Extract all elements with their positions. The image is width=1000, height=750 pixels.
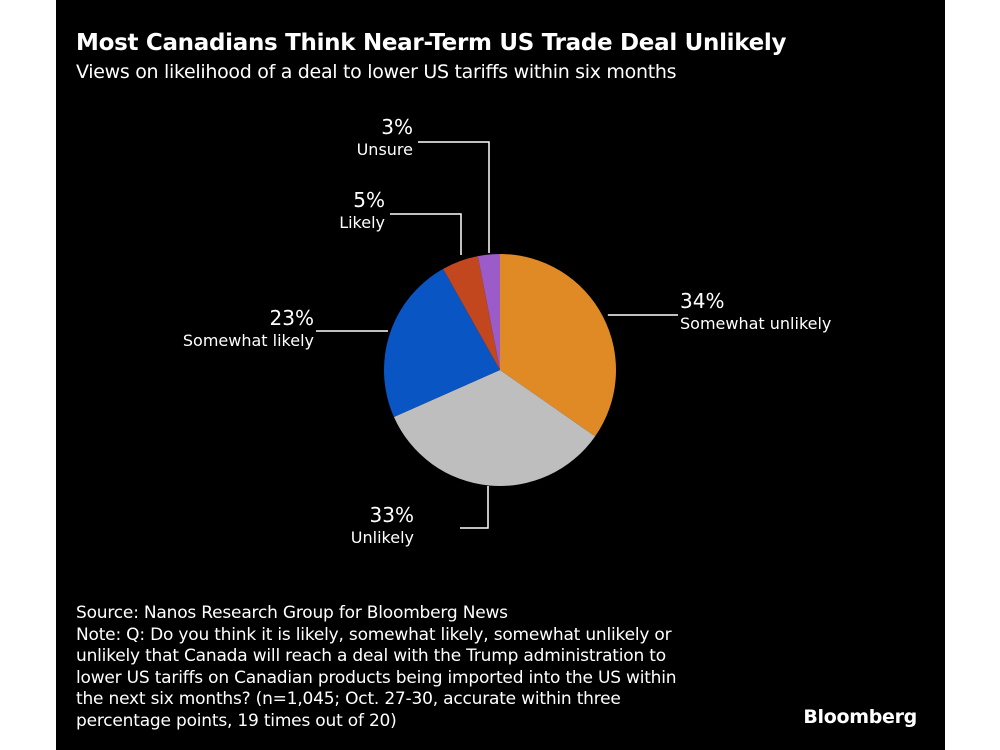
pie-slice-somewhat-unlikely — [500, 254, 616, 437]
leader-line — [390, 213, 462, 255]
pie-slices — [384, 254, 616, 486]
chart-subtitle: Views on likelihood of a deal to lower U… — [76, 61, 677, 83]
note-line: Note: Q: Do you think it is likely, some… — [76, 624, 672, 645]
note-line: lower US tariffs on Canadian products be… — [76, 667, 677, 688]
slice-value-label: 33% — [370, 503, 414, 527]
chart-title: Most Canadians Think Near-Term US Trade … — [76, 30, 787, 56]
slice-category-label: Unlikely — [351, 528, 414, 547]
note-line: the next six months? (n=1,045; Oct. 27-3… — [76, 689, 621, 709]
pie-slice-somewhat-likely — [384, 268, 500, 417]
leader-line — [418, 141, 490, 253]
slice-labels: 34%Somewhat unlikely 33%Unlikely 23%Somewh… — [183, 115, 832, 547]
slice-value-label: 5% — [353, 188, 385, 212]
pie-slice-unsure — [477, 254, 500, 370]
slice-category-label: Likely — [339, 213, 385, 232]
slice-value-label: 34% — [680, 289, 724, 313]
pie-slice-likely — [443, 256, 500, 370]
leader-line — [460, 486, 489, 529]
note-line: percentage points, 19 times out of 20) — [76, 710, 397, 731]
note-line: unlikely that Canada will reach a deal w… — [76, 646, 666, 666]
bloomberg-logo: Bloomberg — [803, 706, 917, 728]
chart-panel: Most Canadians Think Near-Term US Trade … — [56, 0, 945, 750]
slice-category-label: Somewhat unlikely — [680, 314, 831, 333]
slice-value-label: 23% — [270, 306, 314, 330]
source-text: Source: Nanos Research Group for Bloombe… — [76, 603, 508, 623]
slice-value-label: 3% — [381, 115, 413, 139]
slice-category-label: Unsure — [357, 140, 413, 159]
footer-notes: Source: Nanos Research Group for Bloombe… — [76, 603, 776, 732]
pie-slice-unlikely — [393, 370, 596, 486]
leader-lines — [316, 141, 678, 529]
pie-chart: 34%Somewhat unlikely 33%Unlikely 23%Somewh… — [183, 115, 832, 547]
slice-category-label: Somewhat likely — [183, 331, 314, 350]
